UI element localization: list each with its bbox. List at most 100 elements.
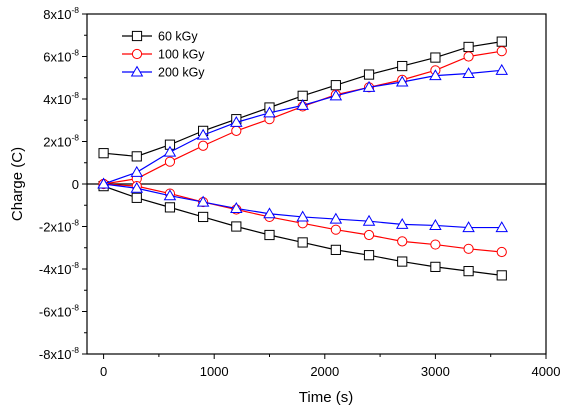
data-point (363, 229, 375, 241)
y-tick-base: -8x10 (39, 347, 72, 362)
series-line (103, 69, 502, 185)
data-point (130, 181, 144, 193)
data-point (395, 217, 409, 229)
y-axis-title: Charge (C) (9, 147, 26, 221)
data-point (164, 156, 176, 167)
data-point (429, 219, 442, 230)
series-layer (97, 36, 509, 281)
y-tick-exponent: -8 (71, 5, 79, 15)
series-line (103, 185, 502, 276)
x-tick-label: 4000 (532, 364, 561, 379)
y-tick-exponent: -8 (71, 48, 79, 58)
data-point (296, 98, 309, 110)
data-point (496, 36, 507, 47)
data-point (363, 69, 375, 80)
data-point (297, 237, 308, 248)
data-point (330, 244, 341, 255)
data-point (495, 221, 509, 233)
axes-layer: 0 1000 2000 3000 40008x10-86x10-84x10-82x10-… (39, 5, 561, 379)
y-tick-exponent: -8 (71, 303, 79, 313)
legend-label: 100 kGy (158, 48, 205, 62)
series-200-kgy-5 (97, 177, 509, 233)
data-point (196, 195, 210, 207)
data-point (430, 52, 441, 63)
y-tick-exponent: -8 (71, 345, 79, 355)
data-point (196, 128, 210, 140)
y-tick-base: -4x10 (39, 262, 72, 277)
y-tick-base: -6x10 (39, 305, 72, 320)
x-tick-label: 3000 (421, 364, 450, 379)
data-point (263, 106, 276, 118)
data-point (397, 256, 408, 267)
series-60-kgy-1 (98, 181, 507, 281)
x-tick-label: 0 (100, 364, 107, 379)
data-point (496, 246, 507, 258)
y-tick-label: -8x10-8 (39, 345, 79, 362)
plot-area (86, 13, 547, 355)
data-point (463, 51, 474, 62)
y-tick-exponent: -8 (71, 260, 79, 270)
data-point (429, 69, 442, 81)
data-point (97, 177, 110, 189)
data-point (230, 115, 243, 127)
data-point (397, 60, 408, 72)
data-point (362, 214, 376, 226)
y-tick-exponent: -8 (71, 90, 79, 100)
data-point (430, 239, 441, 250)
data-point (495, 63, 509, 75)
data-point (263, 207, 276, 219)
legend-entry: 200 kGy (122, 66, 205, 80)
legend-label: 60 kGy (158, 30, 198, 44)
legend-entry: 100 kGy (122, 48, 205, 62)
y-tick-label: -4x10-8 (39, 260, 79, 277)
series-200-kgy-4 (97, 63, 509, 189)
data-point (198, 211, 209, 223)
y-tick-label: 6x10-8 (43, 48, 79, 65)
y-tick-label: 4x10-8 (43, 90, 79, 107)
data-point (395, 75, 409, 87)
data-point (463, 41, 474, 53)
data-point (330, 80, 341, 91)
data-point (163, 189, 177, 201)
legend-marker (131, 30, 143, 42)
y-tick-base: 4x10 (43, 92, 71, 107)
y-tick-label: -2x10-8 (39, 218, 79, 235)
y-tick-exponent: -8 (71, 133, 79, 143)
data-point (496, 46, 507, 57)
data-point (231, 125, 242, 136)
x-axis-title: Time (s) (299, 389, 353, 406)
legend-entry: 60 kGy (122, 30, 198, 44)
y-tick-base: 6x10 (43, 50, 71, 65)
data-point (264, 229, 275, 241)
data-point (463, 243, 474, 254)
data-point (462, 67, 475, 79)
data-point (163, 145, 177, 157)
y-tick-label: -6x10-8 (39, 303, 79, 320)
y-tick-base: -2x10 (39, 220, 72, 235)
data-point (397, 236, 408, 247)
y-tick-label: 8x10-8 (43, 5, 79, 22)
data-point (463, 266, 474, 277)
data-point (231, 221, 242, 232)
data-point (98, 148, 109, 159)
data-point (329, 212, 343, 224)
legend-marker (130, 65, 144, 77)
y-tick-base: 2x10 (43, 135, 71, 150)
y-tick-base: 8x10 (43, 7, 71, 22)
data-point (496, 270, 507, 281)
x-tick-label: 1000 (200, 364, 229, 379)
y-tick-label: 2x10-8 (43, 133, 79, 150)
data-point (230, 202, 243, 213)
data-point (462, 221, 475, 233)
x-tick-label: 2000 (310, 364, 339, 379)
data-point (330, 224, 341, 235)
data-point (131, 192, 142, 203)
data-point (430, 261, 441, 272)
data-point (296, 210, 309, 222)
legend: 60 kGy 100 kGy 200 kGy (122, 30, 205, 80)
data-point (164, 202, 176, 213)
data-point (131, 151, 142, 162)
y-tick-exponent: -8 (71, 218, 79, 228)
data-point (362, 80, 376, 92)
